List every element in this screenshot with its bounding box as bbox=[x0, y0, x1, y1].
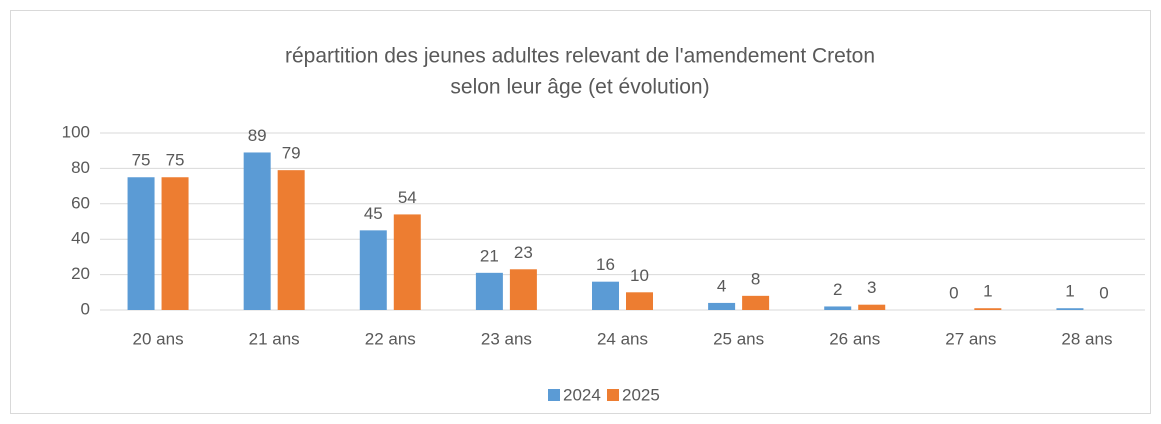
chart-border bbox=[10, 10, 1151, 414]
data-label: 79 bbox=[282, 144, 301, 163]
x-tick-label: 20 ans bbox=[133, 329, 184, 348]
bar bbox=[858, 304, 886, 310]
x-tick-label: 24 ans bbox=[597, 329, 648, 348]
bar bbox=[592, 281, 619, 310]
bar bbox=[742, 295, 770, 310]
x-tick-label: 27 ans bbox=[945, 329, 996, 348]
legend-label: 2025 bbox=[622, 385, 660, 404]
x-tick-label: 25 ans bbox=[713, 329, 764, 348]
data-label: 45 bbox=[364, 204, 383, 223]
data-label: 21 bbox=[480, 246, 499, 265]
bar bbox=[127, 177, 155, 310]
data-label: 8 bbox=[751, 269, 760, 288]
data-label: 3 bbox=[867, 278, 876, 297]
x-tick-label: 28 ans bbox=[1061, 329, 1112, 348]
bar bbox=[243, 152, 271, 310]
bar bbox=[509, 269, 537, 310]
bar bbox=[974, 308, 1002, 310]
chart-title: selon leur âge (et évolution) bbox=[450, 76, 709, 99]
bar bbox=[1056, 308, 1084, 310]
data-label: 0 bbox=[1099, 283, 1108, 302]
bar bbox=[824, 306, 852, 310]
y-tick-label: 40 bbox=[71, 229, 90, 248]
bar bbox=[161, 177, 189, 310]
data-label: 10 bbox=[630, 266, 649, 285]
data-label: 0 bbox=[949, 283, 958, 302]
legend-swatch bbox=[548, 389, 560, 401]
x-tick-label: 23 ans bbox=[481, 329, 532, 348]
legend-swatch bbox=[607, 389, 619, 401]
y-tick-label: 0 bbox=[81, 299, 90, 318]
data-label: 1 bbox=[983, 282, 992, 301]
bar bbox=[359, 230, 387, 310]
y-tick-label: 100 bbox=[62, 122, 90, 141]
y-tick-label: 80 bbox=[71, 158, 90, 177]
data-label: 75 bbox=[166, 151, 185, 170]
data-label: 4 bbox=[717, 276, 726, 295]
data-label: 75 bbox=[132, 151, 151, 170]
data-label: 1 bbox=[1065, 282, 1074, 301]
y-tick-label: 20 bbox=[71, 264, 90, 283]
y-tick-label: 60 bbox=[71, 193, 90, 212]
data-label: 23 bbox=[514, 243, 533, 262]
bar bbox=[277, 170, 305, 310]
chart-title: répartition des jeunes adultes relevant … bbox=[285, 45, 875, 68]
x-tick-label: 22 ans bbox=[365, 329, 416, 348]
bar bbox=[393, 214, 421, 310]
data-label: 16 bbox=[596, 255, 615, 274]
legend-label: 2024 bbox=[563, 385, 601, 404]
bar bbox=[475, 272, 503, 310]
data-label: 2 bbox=[833, 280, 842, 299]
bar bbox=[626, 292, 653, 310]
x-tick-label: 21 ans bbox=[249, 329, 300, 348]
bar bbox=[708, 302, 736, 310]
data-label: 89 bbox=[248, 126, 267, 145]
data-label: 54 bbox=[398, 188, 417, 207]
x-tick-label: 26 ans bbox=[829, 329, 880, 348]
